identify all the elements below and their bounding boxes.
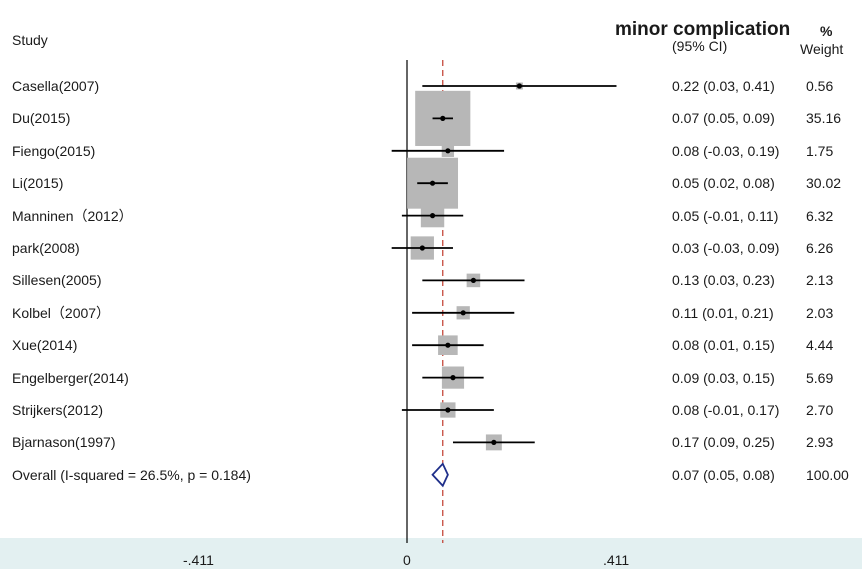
weight-label: 2.70 <box>806 402 834 418</box>
ci-label: 0.11 (0.01, 0.21) <box>672 304 774 321</box>
weight-label: 0.56 <box>806 78 834 94</box>
weight-label: 2.13 <box>806 272 834 289</box>
ci-label: 0.05 (0.02, 0.08) <box>672 175 775 192</box>
axis-band <box>0 538 862 569</box>
point-estimate <box>440 115 446 121</box>
weight-label: 30.02 <box>806 175 842 192</box>
point-estimate <box>516 83 523 89</box>
point-estimate <box>470 277 477 283</box>
study-label: Strijkers(2012) <box>12 402 104 418</box>
study-label: Kolbel（2007） <box>12 304 111 321</box>
outcome-title: minor complication <box>615 19 791 40</box>
study-label: Casella(2007) <box>12 78 100 94</box>
point-estimate <box>445 342 451 348</box>
study-label: Bjarnason(1997) <box>12 434 116 451</box>
study-label: Du(2015) <box>12 110 71 127</box>
ci-label: 0.08 (0.01, 0.15) <box>672 337 775 354</box>
ci-label: 0.03 (-0.03, 0.09) <box>672 240 780 256</box>
percent-header: % <box>820 23 833 39</box>
ci-label: 0.08 (-0.03, 0.19) <box>672 142 780 159</box>
weight-label: 35.16 <box>806 110 842 127</box>
weight-header: Weight <box>800 41 844 57</box>
point-estimate <box>450 375 456 381</box>
x-tick-label: -.411 <box>183 552 214 568</box>
study-label: Li(2015) <box>12 175 64 192</box>
overall-weight-label: 100.00 <box>806 466 849 483</box>
point-estimate <box>491 439 497 445</box>
ci-label: 0.08 (-0.01, 0.17) <box>672 402 780 418</box>
weight-label: 6.32 <box>806 207 834 224</box>
ci-label: 0.07 (0.05, 0.09) <box>672 110 775 127</box>
weight-label: 4.44 <box>806 337 834 354</box>
x-tick-label: 0 <box>403 552 411 568</box>
study-header: Study <box>12 32 48 48</box>
ci-label: 0.13 (0.03, 0.23) <box>672 272 775 289</box>
point-estimate <box>460 310 466 316</box>
study-label: park(2008) <box>12 240 80 256</box>
overall-ci-label: 0.07 (0.05, 0.08) <box>672 466 775 483</box>
weight-label: 5.69 <box>806 369 834 386</box>
study-label: Engelberger(2014) <box>12 369 129 386</box>
ci-label: 0.17 (0.09, 0.25) <box>672 434 775 451</box>
ci-header: (95% CI) <box>672 38 728 54</box>
weight-label: 2.93 <box>806 434 834 451</box>
x-tick-label: .411 <box>603 552 630 568</box>
weight-label: 1.75 <box>806 142 834 159</box>
study-label: Fiengo(2015) <box>12 142 96 159</box>
overall-diamond <box>431 462 449 488</box>
ci-label: 0.22 (0.03, 0.41) <box>672 78 775 94</box>
ci-label: 0.05 (-0.01, 0.11) <box>672 207 779 224</box>
study-label: Xue(2014) <box>12 337 78 354</box>
point-estimate <box>445 407 451 413</box>
point-estimate <box>429 213 436 219</box>
weight-label: 2.03 <box>806 304 834 321</box>
ci-label: 0.09 (0.03, 0.15) <box>672 369 775 386</box>
point-estimate <box>445 148 451 154</box>
overall-label: Overall (I-squared = 26.5%, p = 0.184) <box>12 466 251 483</box>
study-label: Manninen（2012） <box>12 207 133 224</box>
weight-label: 6.26 <box>806 240 834 256</box>
study-label: Sillesen(2005) <box>12 272 102 289</box>
point-estimate <box>429 180 436 186</box>
point-estimate <box>419 245 425 251</box>
